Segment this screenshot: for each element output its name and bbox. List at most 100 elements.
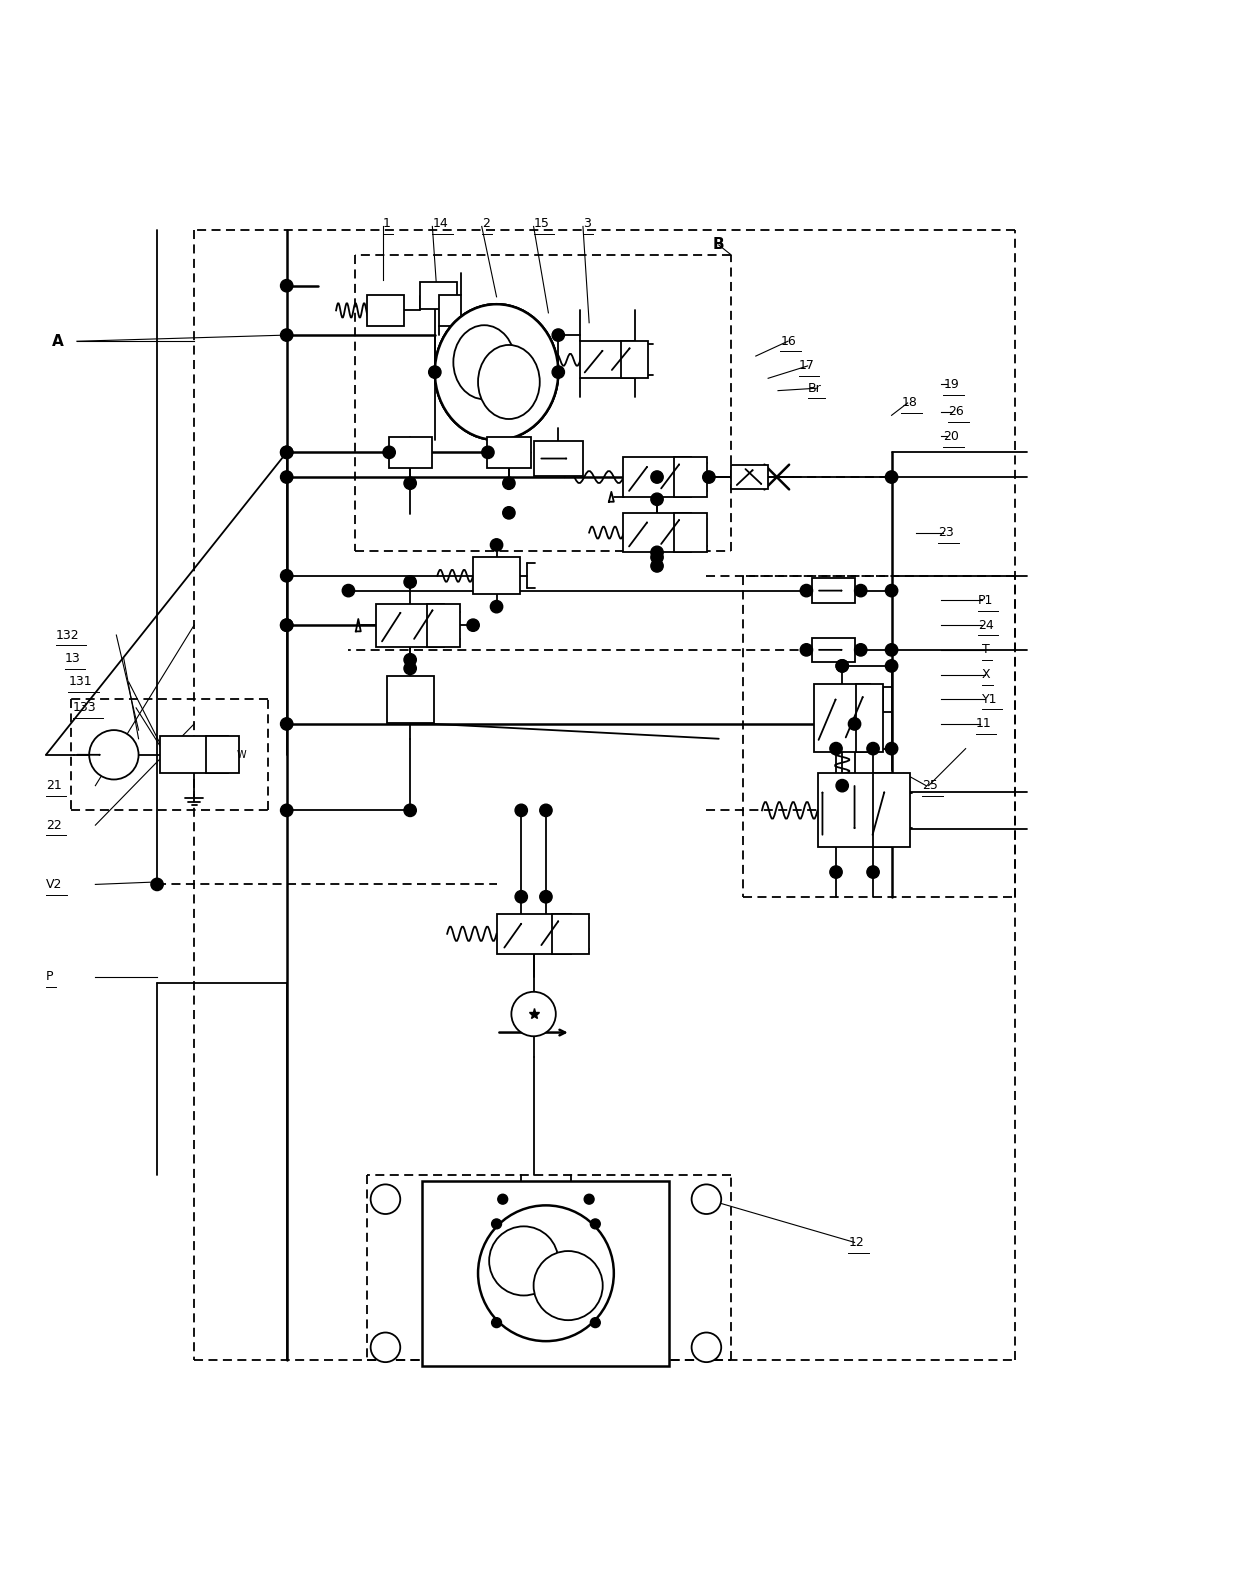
Circle shape [490, 539, 502, 551]
Text: Y1: Y1 [982, 693, 997, 705]
Ellipse shape [435, 305, 558, 440]
Circle shape [651, 493, 663, 506]
Text: Br: Br [807, 381, 821, 394]
Circle shape [590, 1219, 600, 1229]
Text: 133: 133 [73, 701, 97, 715]
Text: 132: 132 [56, 629, 79, 642]
Bar [812, 637, 856, 662]
Circle shape [854, 643, 867, 656]
Bar [474, 557, 520, 594]
Text: 16: 16 [780, 335, 796, 348]
Text: 22: 22 [46, 819, 62, 832]
Bar [420, 282, 458, 310]
Circle shape [552, 365, 564, 378]
Bar [812, 578, 856, 603]
Text: 2: 2 [482, 217, 490, 230]
Ellipse shape [371, 1333, 401, 1361]
Circle shape [800, 643, 812, 656]
Bar [673, 458, 707, 496]
Circle shape [280, 718, 293, 729]
Bar [552, 915, 589, 953]
Circle shape [836, 779, 848, 792]
Ellipse shape [435, 305, 558, 440]
Circle shape [404, 576, 417, 589]
Ellipse shape [511, 991, 556, 1036]
Text: 1: 1 [383, 217, 391, 230]
Circle shape [885, 584, 898, 597]
Circle shape [584, 1194, 594, 1203]
Circle shape [867, 742, 879, 755]
Text: X: X [982, 669, 991, 681]
Circle shape [539, 891, 552, 903]
Text: 26: 26 [949, 405, 965, 418]
Circle shape [885, 659, 898, 672]
Ellipse shape [533, 1251, 603, 1320]
Circle shape [490, 600, 502, 613]
Ellipse shape [371, 1184, 401, 1215]
Bar [496, 915, 570, 953]
Circle shape [651, 471, 663, 484]
Text: 14: 14 [433, 217, 448, 230]
Circle shape [867, 867, 879, 878]
Text: 24: 24 [978, 619, 993, 632]
Text: P1: P1 [978, 594, 993, 606]
Text: 17: 17 [799, 359, 815, 372]
Ellipse shape [454, 326, 515, 399]
Circle shape [885, 643, 898, 656]
Bar [206, 736, 239, 774]
Circle shape [703, 471, 715, 484]
Circle shape [280, 447, 293, 458]
Text: T: T [982, 643, 990, 656]
Circle shape [342, 584, 355, 597]
Circle shape [404, 477, 417, 490]
Bar [423, 1181, 670, 1366]
Circle shape [491, 1318, 501, 1328]
Circle shape [467, 619, 480, 632]
Circle shape [854, 584, 867, 597]
Circle shape [848, 718, 861, 729]
Bar [856, 683, 883, 752]
Bar [580, 342, 635, 378]
Text: 12: 12 [848, 1235, 864, 1250]
Circle shape [502, 477, 515, 490]
Bar [622, 458, 691, 496]
Circle shape [651, 551, 663, 563]
Bar [621, 342, 649, 378]
Text: W: W [236, 750, 246, 760]
Circle shape [836, 659, 848, 672]
Text: P: P [46, 970, 53, 983]
Circle shape [151, 878, 164, 891]
Text: 23: 23 [939, 527, 955, 539]
Circle shape [280, 619, 293, 632]
Text: 20: 20 [944, 429, 960, 442]
Ellipse shape [479, 1205, 614, 1341]
Circle shape [830, 867, 842, 878]
Ellipse shape [692, 1333, 722, 1361]
Circle shape [491, 1219, 501, 1229]
Circle shape [539, 804, 552, 817]
Bar [427, 603, 460, 646]
Ellipse shape [435, 305, 558, 440]
Circle shape [280, 447, 293, 458]
Circle shape [280, 804, 293, 817]
Text: V2: V2 [46, 878, 62, 891]
Ellipse shape [479, 345, 539, 420]
Text: 13: 13 [64, 653, 81, 666]
Bar [673, 512, 707, 552]
Circle shape [830, 742, 842, 755]
Bar [622, 512, 691, 552]
Circle shape [590, 1318, 600, 1328]
Bar [388, 437, 432, 468]
Circle shape [515, 804, 527, 817]
Ellipse shape [489, 1226, 558, 1296]
Circle shape [552, 329, 564, 342]
Text: 131: 131 [68, 675, 92, 688]
Circle shape [651, 560, 663, 571]
Circle shape [651, 546, 663, 559]
Text: 25: 25 [923, 779, 939, 792]
Bar [815, 683, 870, 752]
Circle shape [404, 654, 417, 666]
Circle shape [502, 506, 515, 519]
Circle shape [280, 619, 293, 632]
Text: A: A [52, 334, 64, 350]
